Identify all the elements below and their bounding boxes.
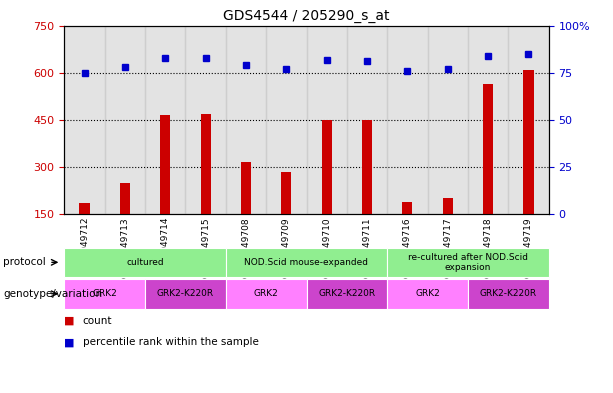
Bar [306,26,347,214]
Bar [160,115,170,214]
Bar [266,26,306,214]
Text: GRK2-K220R: GRK2-K220R [318,289,375,298]
Title: GDS4544 / 205290_s_at: GDS4544 / 205290_s_at [223,9,390,23]
Text: GRK2: GRK2 [254,289,278,298]
Bar [387,26,428,214]
Bar [483,84,493,214]
Text: ■: ■ [64,337,75,347]
Bar [402,202,413,214]
Bar [443,198,453,214]
Bar [226,26,266,214]
Bar [524,70,533,214]
Bar [145,26,185,214]
Text: cultured: cultured [126,258,164,267]
Text: GRK2: GRK2 [93,289,117,298]
Bar [468,26,508,214]
Text: percentile rank within the sample: percentile rank within the sample [83,337,259,347]
Bar [508,26,549,214]
Bar [427,26,468,214]
Bar [362,120,372,214]
Bar [347,26,387,214]
Text: GRK2: GRK2 [415,289,440,298]
Text: re-cultured after NOD.Scid
expansion: re-cultured after NOD.Scid expansion [408,253,528,272]
Text: GRK2-K220R: GRK2-K220R [157,289,214,298]
Bar [120,184,130,214]
Bar [200,114,211,214]
Text: GRK2-K220R: GRK2-K220R [480,289,537,298]
Text: NOD.Scid mouse-expanded: NOD.Scid mouse-expanded [245,258,368,267]
Bar [281,172,291,214]
Text: ■: ■ [64,316,75,325]
Bar [241,162,251,214]
Bar [322,120,332,214]
Text: genotype/variation: genotype/variation [3,289,102,299]
Bar [64,26,105,214]
Bar [185,26,226,214]
Text: count: count [83,316,112,325]
Bar [80,203,89,214]
Text: protocol: protocol [3,257,46,267]
Bar [105,26,145,214]
